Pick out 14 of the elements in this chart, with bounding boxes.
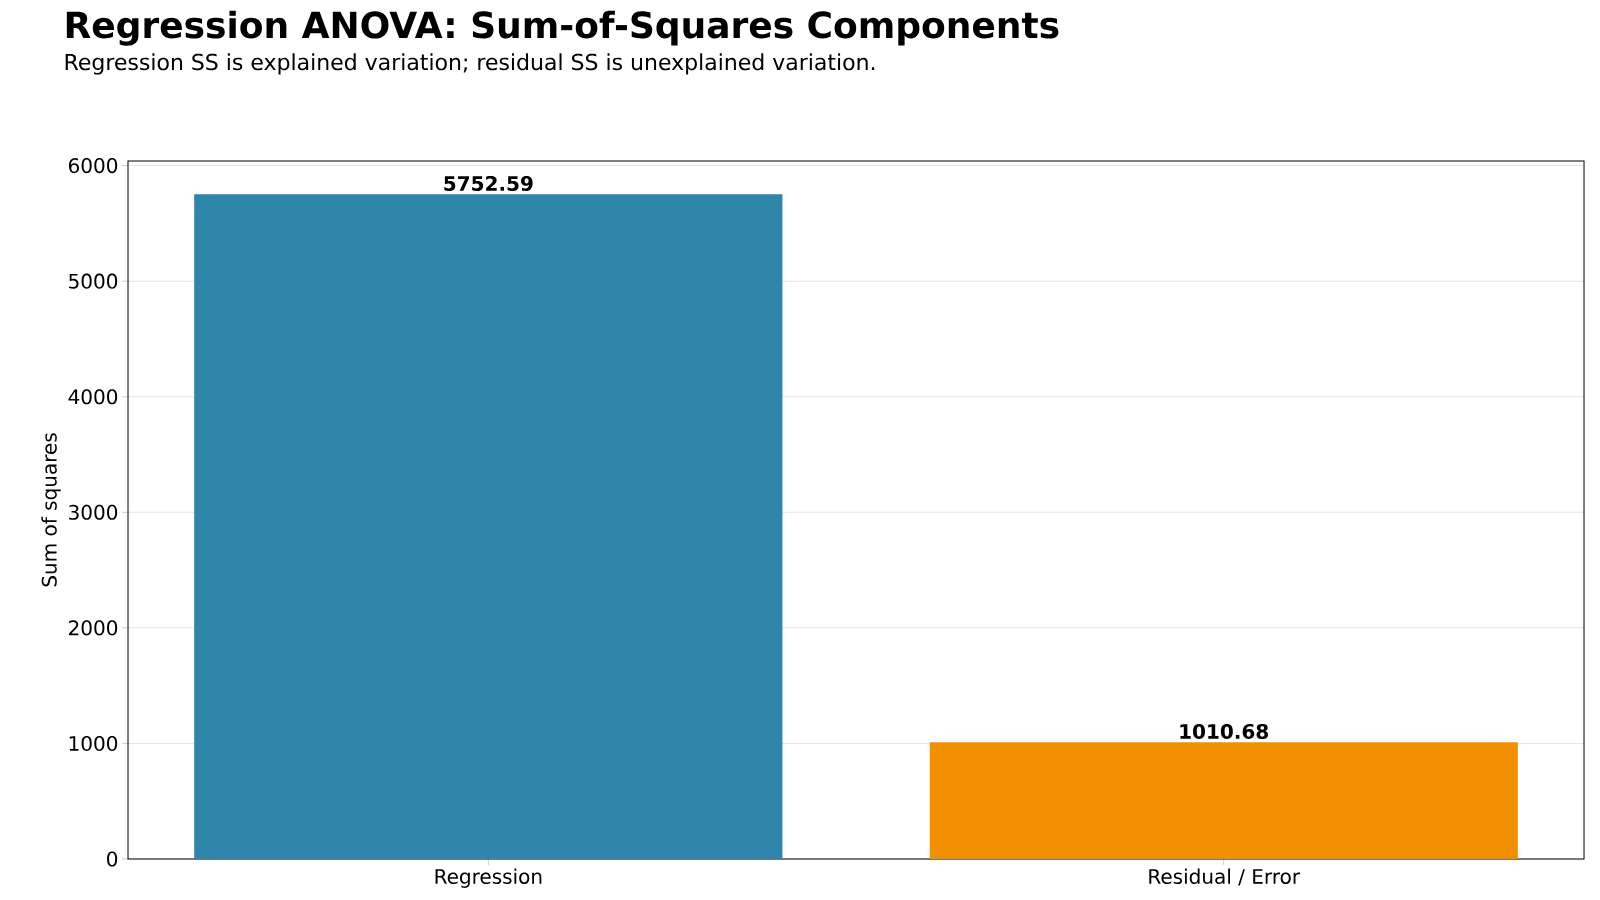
- y-tick-label: 6000: [68, 158, 118, 174]
- data-label: 5752.59: [444, 175, 533, 192]
- y-tick-label: 1000: [69, 735, 118, 751]
- y-tick-label: 4000: [68, 389, 118, 405]
- chart-title: Regression ANOVA: Sum-of-Squares Components: [66, 10, 1059, 46]
- y-tick-label: 5000: [69, 273, 118, 289]
- x-tick-label: Residual / Error: [1149, 868, 1301, 886]
- x-tick-label: Regression: [435, 868, 542, 888]
- chart-subtitle: Regression SS is explained variation; residual SS is unexplained variation.: [65, 53, 875, 75]
- data-label: 1010.68: [1180, 723, 1269, 739]
- y-tick-label: 0: [107, 851, 118, 867]
- y-axis-title: Sum of squares: [41, 433, 61, 587]
- y-tick-label: 2000: [69, 620, 118, 636]
- y-tick-label: 3000: [69, 504, 118, 520]
